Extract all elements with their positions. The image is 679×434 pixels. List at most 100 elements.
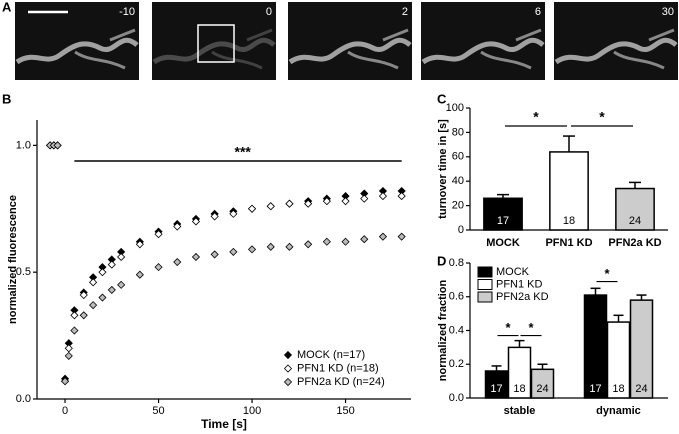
data-point — [304, 240, 313, 249]
data-point — [64, 351, 73, 360]
y-tick-label: 0.4 — [449, 324, 464, 336]
x-tick-label: 150 — [336, 405, 354, 417]
legend-swatch — [477, 291, 493, 303]
significance-label: * — [528, 320, 534, 335]
y-axis-label: turnover time in [s] — [437, 119, 449, 219]
y-tick-label: 0 — [458, 224, 464, 236]
bar — [483, 197, 523, 231]
data-point — [98, 293, 107, 302]
data-point — [285, 199, 294, 208]
legend-marker — [283, 364, 293, 373]
bar — [530, 368, 555, 399]
y-tick-label: 80 — [452, 126, 464, 138]
data-point — [304, 199, 313, 208]
frame-label: 30 — [662, 6, 674, 18]
panel-label: A — [2, 0, 12, 14]
significance-label: * — [599, 109, 605, 125]
n-label: 18 — [563, 215, 575, 227]
data-point — [107, 260, 116, 269]
legend-label: MOCK — [496, 266, 530, 278]
n-label: 17 — [490, 383, 502, 395]
bar — [549, 151, 589, 231]
n-label: 18 — [513, 383, 525, 395]
data-point — [285, 242, 294, 251]
data-point — [154, 230, 163, 239]
data-point — [247, 204, 257, 213]
legend-swatch — [477, 279, 493, 290]
data-point — [397, 192, 406, 201]
y-axis-label: normalized fraction — [437, 279, 449, 381]
data-point — [210, 250, 219, 259]
n-label: 24 — [629, 215, 641, 227]
significance-label: *** — [235, 144, 252, 160]
data-point — [210, 212, 219, 221]
cell-structure — [421, 37, 545, 65]
data-point — [191, 252, 201, 262]
data-point — [79, 290, 88, 300]
x-tick-label: PFN2a KD — [608, 237, 661, 249]
data-point — [89, 278, 98, 287]
data-point — [397, 232, 406, 241]
data-point — [135, 270, 144, 279]
data-point — [191, 217, 201, 226]
data-point — [360, 235, 369, 244]
data-point — [266, 202, 275, 211]
data-point — [341, 237, 350, 246]
data-point — [70, 326, 79, 335]
cell-structure — [480, 28, 542, 70]
data-point — [60, 377, 70, 386]
x-tick-label: stable — [504, 405, 536, 417]
n-label: 17 — [589, 383, 601, 395]
legend-label: PFN2a KD — [496, 291, 549, 303]
y-tick-label: 20 — [452, 200, 464, 212]
data-point — [89, 301, 98, 310]
bar — [583, 294, 608, 399]
bar — [606, 321, 631, 399]
data-point — [229, 209, 238, 218]
panel-label: D — [437, 253, 446, 268]
data-point — [135, 240, 144, 249]
x-tick-label: dynamic — [596, 405, 641, 417]
data-point — [266, 242, 275, 251]
data-point — [360, 194, 369, 203]
significance-label: * — [604, 266, 610, 281]
x-axis-label: Time [s] — [201, 417, 247, 431]
legend-marker — [283, 350, 293, 360]
cell-structure — [211, 28, 273, 70]
x-tick-label: PFN1 KD — [545, 237, 592, 249]
legend-label: PFN1 KD (n=18) — [297, 362, 379, 374]
n-label: 24 — [635, 383, 647, 395]
bar — [629, 299, 654, 399]
cell-structure — [613, 28, 675, 70]
cell-structure — [74, 28, 136, 70]
data-point — [378, 192, 388, 201]
panel-label: B — [2, 91, 11, 106]
x-tick-label: MOCK — [486, 237, 520, 249]
significance-label: * — [505, 320, 511, 335]
y-tick-label: 40 — [452, 175, 464, 187]
cell-structure — [288, 37, 412, 65]
x-tick-label: 100 — [243, 405, 261, 417]
y-tick-label: 0.8 — [449, 257, 464, 269]
y-tick-label: 1.0 — [16, 139, 31, 151]
data-point — [107, 285, 116, 295]
frame-label: 0 — [266, 6, 272, 18]
legend-swatch — [477, 266, 493, 278]
x-tick-label: 50 — [152, 405, 164, 417]
n-label: 24 — [536, 383, 548, 395]
frame-label: -10 — [119, 6, 135, 18]
y-tick-label: 60 — [452, 151, 464, 163]
panel-label: C — [437, 91, 447, 106]
cell-structure — [152, 37, 276, 65]
data-point — [173, 257, 182, 267]
bar — [484, 370, 509, 399]
significance-label: * — [533, 109, 539, 125]
y-tick-label: 0.6 — [449, 291, 464, 303]
legend-label: MOCK (n=17) — [297, 349, 365, 361]
data-point — [378, 232, 388, 241]
x-tick-label: 0 — [62, 405, 68, 417]
data-point — [247, 245, 257, 254]
y-tick-label: 0.0 — [449, 392, 464, 404]
y-tick-label: 100 — [446, 102, 464, 114]
